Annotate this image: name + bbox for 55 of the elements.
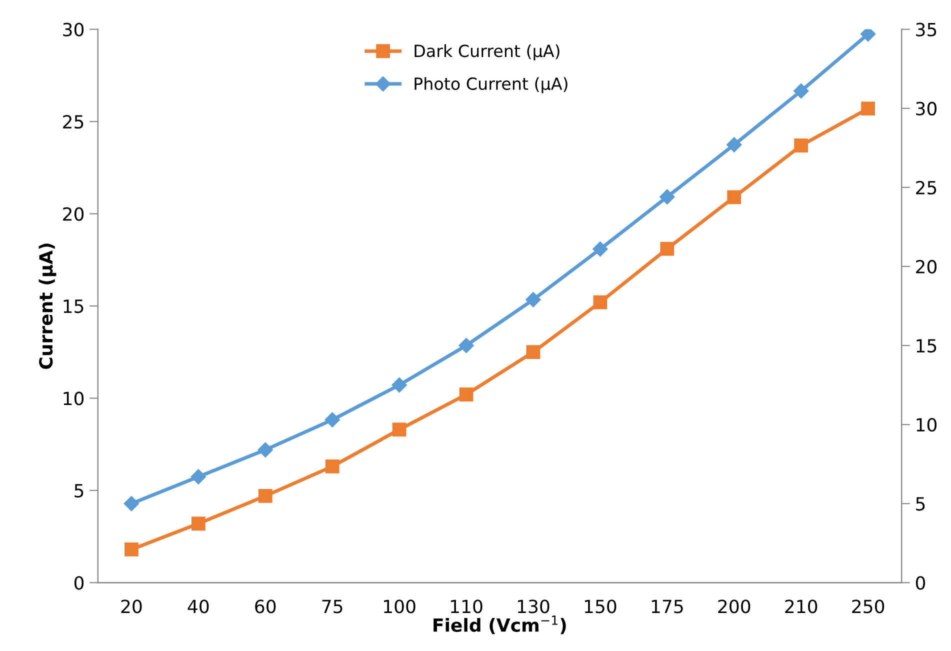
y-tick-label: 25: [63, 114, 84, 129]
point: [592, 241, 608, 257]
point: [861, 102, 876, 116]
y2-tick-label: 15: [916, 339, 936, 353]
point: [459, 388, 474, 402]
x-tick-label: 40: [188, 600, 209, 614]
legend-label: Dark Current (µA): [414, 44, 560, 60]
x-tick-label: 110: [451, 600, 482, 614]
x-tick-label: 60: [255, 600, 276, 614]
y-tick-label: 20: [63, 207, 84, 221]
point: [860, 29, 876, 42]
point: [726, 137, 742, 152]
y-tick-label: 15: [64, 300, 84, 314]
point: [794, 138, 808, 152]
point: [458, 338, 474, 354]
x-axis-title: Field (Vcm$^{−1}$): [434, 616, 566, 634]
point: [526, 292, 541, 308]
y2-tick-label: 35: [916, 22, 936, 36]
point: [727, 190, 742, 204]
point: [325, 459, 340, 474]
x-tick-label: 200: [718, 600, 750, 614]
point: [392, 422, 406, 436]
point: [794, 83, 809, 99]
point: [593, 295, 608, 310]
x-tick-label: 150: [584, 600, 616, 614]
x-tick-label: 75: [322, 600, 342, 614]
x-tick-label: 100: [384, 600, 416, 614]
y-tick-label: 5: [74, 484, 84, 498]
legend-label: Photo Current (µA): [414, 77, 568, 94]
x-tick-label: 20: [121, 600, 142, 614]
y2-tick-label: 25: [916, 180, 936, 195]
point: [324, 412, 340, 428]
point: [124, 496, 140, 512]
y-axis-title: Current (µA): [38, 244, 56, 369]
y2-tick-label: 5: [916, 497, 925, 511]
point: [258, 489, 272, 503]
x-tick-label: 130: [518, 600, 550, 614]
x-tick-label: 175: [652, 600, 683, 614]
y2-tick-label: 0: [916, 576, 926, 590]
y2-tick-label: 30: [916, 102, 937, 116]
point: [258, 442, 273, 458]
point: [190, 469, 206, 484]
y-tick-label: 0: [74, 576, 84, 590]
point: [660, 242, 674, 256]
y-tick-label: 10: [64, 392, 84, 406]
x-tick-label: 210: [785, 600, 818, 614]
x-tick-label: 250: [852, 600, 884, 614]
point: [526, 345, 540, 360]
point: [191, 516, 206, 531]
y2-tick-label: 10: [916, 418, 937, 432]
y2-tick-label: 20: [916, 260, 937, 274]
point: [392, 377, 407, 393]
y-tick-label: 30: [63, 22, 84, 36]
point: [124, 542, 138, 556]
point: [660, 189, 675, 204]
